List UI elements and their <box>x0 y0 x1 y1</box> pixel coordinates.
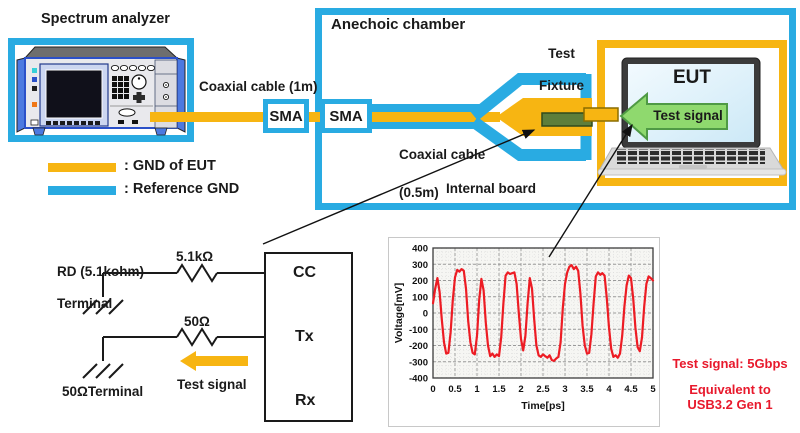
sma-connector-right: SMA <box>320 99 372 133</box>
test-signal-arrow-label: Test signal <box>653 108 723 123</box>
resistor-50-label: 50Ω <box>184 314 210 329</box>
legend-gnd-of-eut-label: : GND of EUT <box>124 158 216 174</box>
test-signal-note: Test signal: 5Gbps Equivalent to USB3.2 … <box>660 356 800 412</box>
note-line-1: Test signal: 5Gbps <box>672 356 788 371</box>
x-tick-label: 0.5 <box>448 384 462 395</box>
x-tick-label: 1.5 <box>492 384 506 395</box>
x-tick-label: 5 <box>650 384 656 395</box>
sma-connector-left: SMA <box>263 99 309 133</box>
y-axis-label: Voltage[mV] <box>393 283 405 343</box>
x-tick-label: 2.5 <box>536 384 550 395</box>
waveform-chart: 0 0.5 1 1.5 2 2.5 3 3.5 4 4.5 5 400 300 200 100 0 -100 -2… <box>393 244 656 413</box>
y-tick-label: -300 <box>409 357 428 368</box>
x-tick-label: 2 <box>518 384 523 395</box>
legend-gnd-of-eut-swatch <box>48 163 116 172</box>
y-tick-label: 300 <box>412 260 428 271</box>
anechoic-chamber-label: Anechoic chamber <box>331 16 466 33</box>
y-tick-label: -200 <box>409 341 428 352</box>
eut-label: EUT <box>673 67 711 88</box>
legend-reference-gnd-swatch <box>48 186 116 195</box>
y-tick-label: 100 <box>412 292 428 303</box>
y-tick-label: 0 <box>423 309 428 320</box>
x-tick-label: 4 <box>606 384 612 395</box>
y-tick-label: 200 <box>412 276 428 287</box>
x-axis-label: Time[ps] <box>521 400 565 412</box>
plot-border <box>432 247 654 379</box>
x-tick-label: 3 <box>562 384 567 395</box>
pin-cc-label: CC <box>293 264 317 281</box>
laptop-illustration <box>597 57 787 176</box>
resistor-5k1-label: 5.1kΩ <box>176 249 214 264</box>
coax-cable-05m-core <box>370 112 500 122</box>
legend-reference-gnd-label: : Reference GND <box>124 181 240 197</box>
note-line-2: Equivalent to <box>689 382 771 397</box>
circuit-test-signal-label: Test signal <box>177 377 247 392</box>
circuit-test-signal-arrow <box>180 351 248 371</box>
y-tick-label: -400 <box>409 374 428 385</box>
x-tick-label: 1 <box>474 384 480 395</box>
spectrum-analyzer-illustration <box>16 46 186 136</box>
test-signal-arrow <box>619 91 728 142</box>
rd-terminal-label: RD (5.1kohm) Terminal <box>57 264 145 311</box>
pin-rx-label: Rx <box>295 392 316 409</box>
coax-cable-1m-label: Coaxial cable (1m) <box>199 79 318 94</box>
test-signal-waveform <box>431 264 655 363</box>
x-tick-label: 0 <box>430 384 435 395</box>
terminal-50ohm-label: 50ΩTerminal <box>62 384 144 399</box>
x-tick-label: 4.5 <box>624 384 638 395</box>
spectrum-analyzer-label: Spectrum analyzer <box>41 11 170 27</box>
y-tick-label: -100 <box>409 325 428 336</box>
note-line-3: USB3.2 Gen 1 <box>687 397 773 412</box>
y-tick-label: 400 <box>412 244 428 255</box>
x-tick-label: 3.5 <box>580 384 594 395</box>
waveform-chart-panel: 0 0.5 1 1.5 2 2.5 3 3.5 4 4.5 5 400 300 200 100 0 -100 -2… <box>388 237 660 427</box>
test-fixture-label: Test Fixture <box>539 46 585 93</box>
coax-cable-05m-label: Coaxial cable (0.5m) <box>399 147 486 200</box>
termination-circuit <box>82 252 353 422</box>
coax-cable-1m <box>150 112 372 122</box>
pin-tx-label: Tx <box>295 328 314 345</box>
